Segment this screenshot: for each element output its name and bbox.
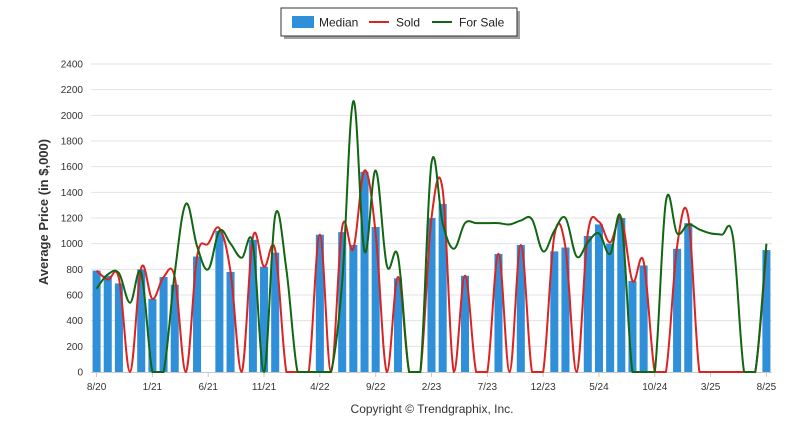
x-tick-label: 12/23 <box>531 382 556 393</box>
x-tick-label: 2/23 <box>422 382 442 393</box>
x-tick-label: 4/22 <box>310 382 330 393</box>
sold-line <box>95 169 768 373</box>
axis-layer <box>91 372 772 377</box>
x-tick-label: 8/20 <box>87 382 107 393</box>
sold-legend-label: Sold <box>396 16 420 30</box>
median-bar <box>438 203 447 372</box>
legend-items: Median Sold For Sale <box>292 16 505 30</box>
median-legend-swatch <box>292 16 314 28</box>
median-bar <box>148 298 157 372</box>
for-sale-legend-label: For Sale <box>459 16 505 30</box>
bar-layer <box>92 171 771 372</box>
median-bar <box>271 252 280 372</box>
median-bar <box>215 230 224 372</box>
median-legend-label: Median <box>319 16 358 30</box>
median-bar <box>561 247 570 372</box>
median-bar <box>137 269 146 372</box>
median-bar <box>583 235 592 372</box>
y-tick-label: 2400 <box>61 60 84 71</box>
median-bar <box>170 284 179 372</box>
for-sale-line <box>95 100 768 373</box>
x-tick-label: 1/21 <box>143 382 163 393</box>
tick-label-layer: 0 200 400 600 800 1000 1200 1400 1600 1800 2000 220… <box>61 60 777 394</box>
median-bar <box>617 218 626 372</box>
median-bar <box>315 234 324 372</box>
median-bar <box>639 265 648 372</box>
median-bar <box>594 224 603 372</box>
median-bar <box>159 277 168 372</box>
x-tick-label: 5/24 <box>589 382 609 393</box>
copyright-text: Copyright © Trendgraphix, Inc. <box>351 402 514 416</box>
median-bar <box>393 278 403 372</box>
y-tick-label: 400 <box>66 316 83 327</box>
median-bar <box>92 270 101 372</box>
y-tick-label: 0 <box>77 368 83 379</box>
median-bar <box>460 275 470 372</box>
median-bar <box>427 218 436 372</box>
y-tick-label: 2200 <box>61 85 84 96</box>
x-tick-label: 11/21 <box>252 382 277 393</box>
median-bar <box>248 239 257 372</box>
median-bar <box>684 223 693 372</box>
y-axis-label: Average Price (in $,000) <box>36 139 51 285</box>
y-tick-label: 1000 <box>61 239 84 250</box>
median-bar <box>371 226 380 372</box>
median-bar <box>628 280 637 372</box>
median-bar <box>516 244 525 372</box>
median-bar <box>550 251 559 372</box>
median-bar <box>193 256 202 372</box>
y-tick-label: 1400 <box>61 188 84 199</box>
y-tick-label: 2000 <box>61 111 84 122</box>
median-bar <box>114 283 123 372</box>
median-bar <box>103 275 112 372</box>
x-tick-label: 3/25 <box>701 382 721 393</box>
median-bar <box>673 248 682 372</box>
x-tick-label: 6/21 <box>198 382 218 393</box>
y-tick-label: 1800 <box>61 137 84 148</box>
median-bar <box>606 243 615 372</box>
y-tick-label: 200 <box>66 342 83 353</box>
y-tick-label: 1600 <box>61 162 84 173</box>
x-tick-label: 7/23 <box>478 382 498 393</box>
median-bar <box>349 244 358 372</box>
y-tick-label: 800 <box>66 265 83 276</box>
legend: Median Sold For Sale <box>280 7 520 39</box>
median-bar <box>494 253 503 372</box>
line-layer <box>95 100 768 373</box>
legend-box <box>280 7 518 37</box>
x-tick-label: 10/24 <box>642 382 667 393</box>
x-tick-label: 9/22 <box>366 382 386 393</box>
y-tick-label: 1200 <box>61 214 84 225</box>
median-bar <box>226 271 235 372</box>
x-tick-label: 8/25 <box>757 382 777 393</box>
median-bar <box>360 171 369 372</box>
median-bar <box>762 250 771 372</box>
median-bar <box>260 266 269 372</box>
median-bar <box>338 232 347 372</box>
y-tick-label: 600 <box>66 291 83 302</box>
